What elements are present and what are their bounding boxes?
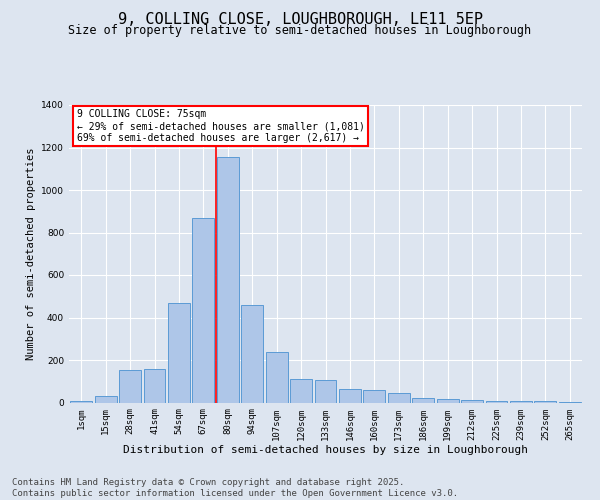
Text: 9 COLLING CLOSE: 75sqm
← 29% of semi-detached houses are smaller (1,081)
69% of : 9 COLLING CLOSE: 75sqm ← 29% of semi-det…: [77, 110, 365, 142]
Bar: [241, 304, 263, 402]
Bar: [168, 302, 190, 402]
Bar: [461, 400, 483, 402]
Bar: [95, 396, 116, 402]
Bar: [217, 157, 239, 402]
Bar: [143, 368, 166, 402]
Bar: [290, 379, 312, 402]
Bar: [412, 398, 434, 402]
Text: 9, COLLING CLOSE, LOUGHBOROUGH, LE11 5EP: 9, COLLING CLOSE, LOUGHBOROUGH, LE11 5EP: [118, 12, 482, 28]
Bar: [364, 390, 385, 402]
Bar: [535, 401, 556, 402]
Bar: [266, 352, 287, 403]
X-axis label: Distribution of semi-detached houses by size in Loughborough: Distribution of semi-detached houses by …: [123, 445, 528, 455]
Y-axis label: Number of semi-detached properties: Number of semi-detached properties: [26, 148, 35, 360]
Text: Contains HM Land Registry data © Crown copyright and database right 2025.
Contai: Contains HM Land Registry data © Crown c…: [12, 478, 458, 498]
Bar: [339, 388, 361, 402]
Bar: [193, 218, 214, 402]
Bar: [119, 370, 141, 402]
Bar: [437, 400, 458, 402]
Bar: [388, 393, 410, 402]
Bar: [314, 380, 337, 402]
Text: Size of property relative to semi-detached houses in Loughborough: Size of property relative to semi-detach…: [68, 24, 532, 37]
